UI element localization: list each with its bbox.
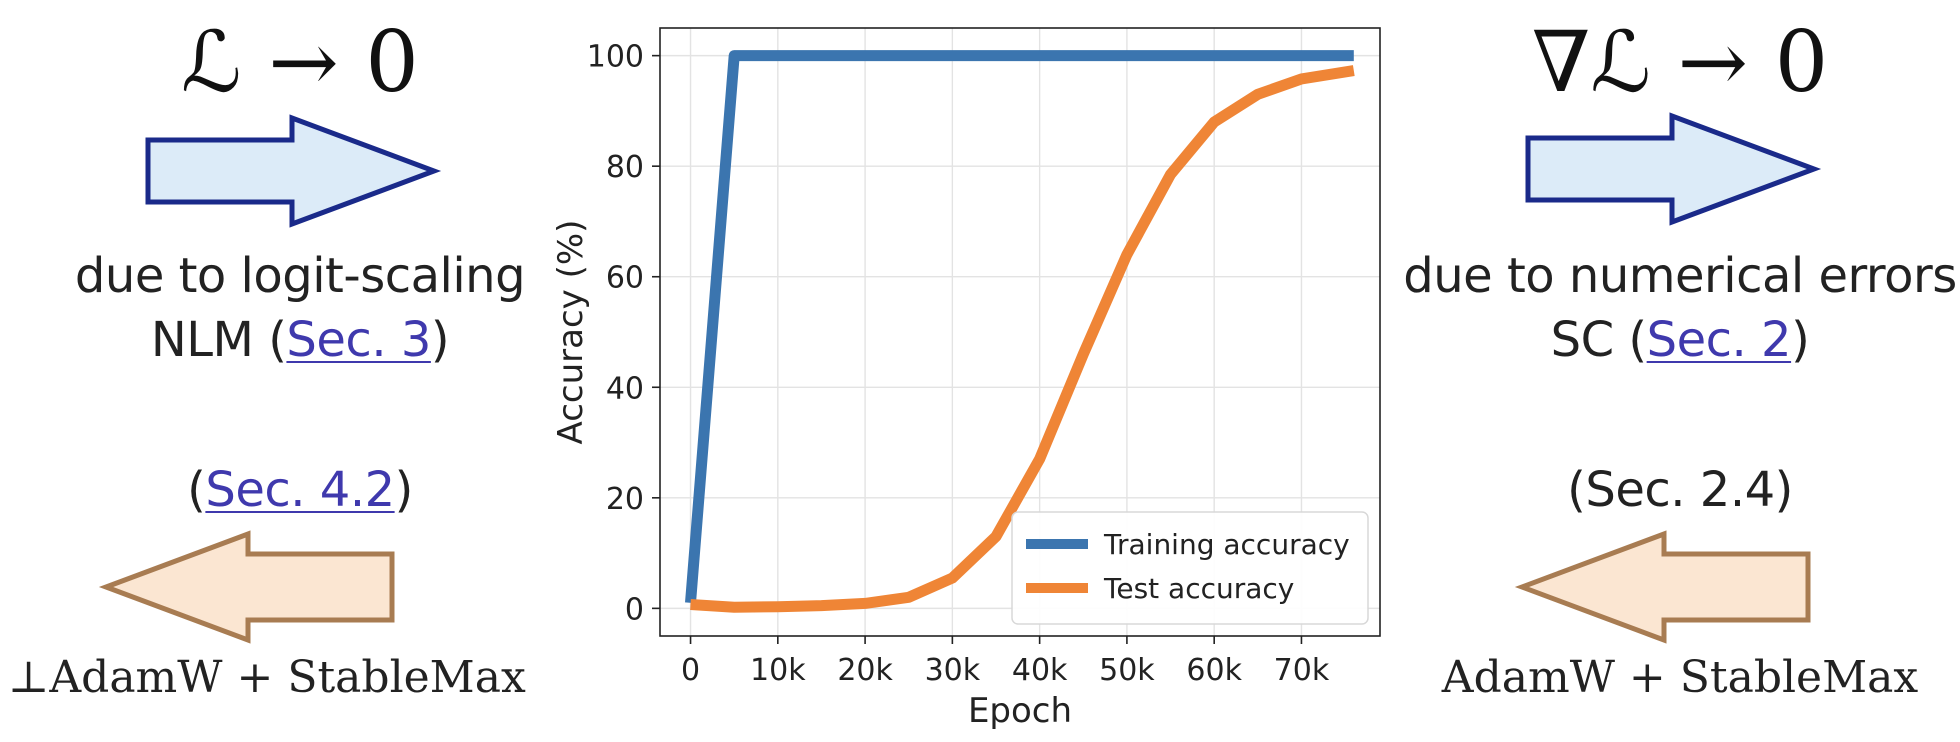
y-tick-label: 0 (625, 592, 644, 627)
x-tick-label: 70k (1274, 653, 1330, 688)
left-section-prefix: ( (187, 462, 206, 518)
right-formula: ∇ℒ → 0 (1531, 13, 1829, 111)
x-tick-label: 60k (1186, 653, 1242, 688)
accuracy-chart-svg: 0 10k 20k 30k 40k 50k 60k 70k 0 20 40 60 80 100 Train… (551, 27, 1381, 731)
training-accuracy-line (685, 50, 1354, 604)
y-tick-label: 20 (606, 482, 644, 517)
right-subdescription: SC (Sec. 2) (1380, 312, 1960, 368)
y-tick-label: 60 (606, 261, 644, 296)
left-method: ⊥AdamW + StableMax (8, 652, 526, 703)
left-arrow-icon (1514, 530, 1811, 644)
legend-entry-label: Training accuracy (1103, 528, 1350, 561)
x-tick-label: 40k (1012, 653, 1068, 688)
right-method: AdamW + StableMax (1441, 652, 1919, 703)
x-tick-label: 30k (925, 653, 981, 688)
x-tick-label: 10k (750, 653, 806, 688)
plot-frame (659, 27, 1381, 637)
left-section-ref: (Sec. 4.2) (0, 462, 600, 518)
right-subdescription-suffix: ) (1791, 312, 1810, 368)
left-formula: ℒ → 0 (181, 13, 419, 111)
left-description: due to logit-scaling (74, 248, 526, 304)
x-tick-label: 0 (681, 653, 700, 688)
y-tick-label: 80 (606, 150, 644, 185)
y-tick-label: 40 (606, 371, 644, 406)
legend-box (1011, 511, 1369, 625)
test-accuracy-line (690, 65, 1355, 613)
left-sec42-link[interactable]: Sec. 4.2 (205, 462, 395, 518)
left-panel: ℒ → 0 due to logit-scaling NLM (Sec. 3) … (0, 0, 600, 742)
left-section-suffix: ) (394, 462, 414, 518)
left-top-arrow-shape (145, 114, 442, 228)
right-arrow-icon (145, 114, 442, 228)
left-arrow-icon (98, 530, 395, 644)
right-section-ref: (Sec. 2.4) (1567, 462, 1793, 518)
right-subdescription-prefix: SC ( (1550, 312, 1647, 368)
legend-entry-label: Test accuracy (1103, 572, 1294, 605)
ticks-layer: 0 10k 20k 30k 40k 50k 60k 70k 0 20 40 60 80 100 (587, 40, 1330, 688)
right-description: due to numerical errors (1403, 248, 1957, 304)
x-tick-label: 20k (837, 653, 893, 688)
x-tick-label: 50k (1099, 653, 1155, 688)
accuracy-chart: 0 10k 20k 30k 40k 50k 60k 70k 0 20 40 60 80 100 Train… (520, 0, 1400, 742)
right-top-arrow-shape (1525, 112, 1822, 226)
x-axis-label: Epoch (968, 691, 1072, 731)
right-arrow-icon (1525, 112, 1822, 226)
series-layer (685, 50, 1355, 613)
right-bottom-arrow-shape (1514, 530, 1811, 644)
left-subdescription-prefix: NLM ( (150, 312, 287, 368)
y-axis-label: Accuracy (%) (551, 220, 591, 445)
left-bottom-arrow-shape (98, 530, 395, 644)
left-sec3-link[interactable]: Sec. 3 (286, 312, 431, 368)
right-panel: ∇ℒ → 0 due to numerical errors SC (Sec. … (1380, 0, 1960, 742)
legend: Training accuracy Test accuracy (1011, 511, 1369, 625)
left-subdescription-suffix: ) (430, 312, 450, 368)
right-sec2-link[interactable]: Sec. 2 (1646, 312, 1792, 368)
y-tick-label: 100 (587, 40, 644, 75)
left-subdescription: NLM (Sec. 3) (0, 312, 600, 368)
